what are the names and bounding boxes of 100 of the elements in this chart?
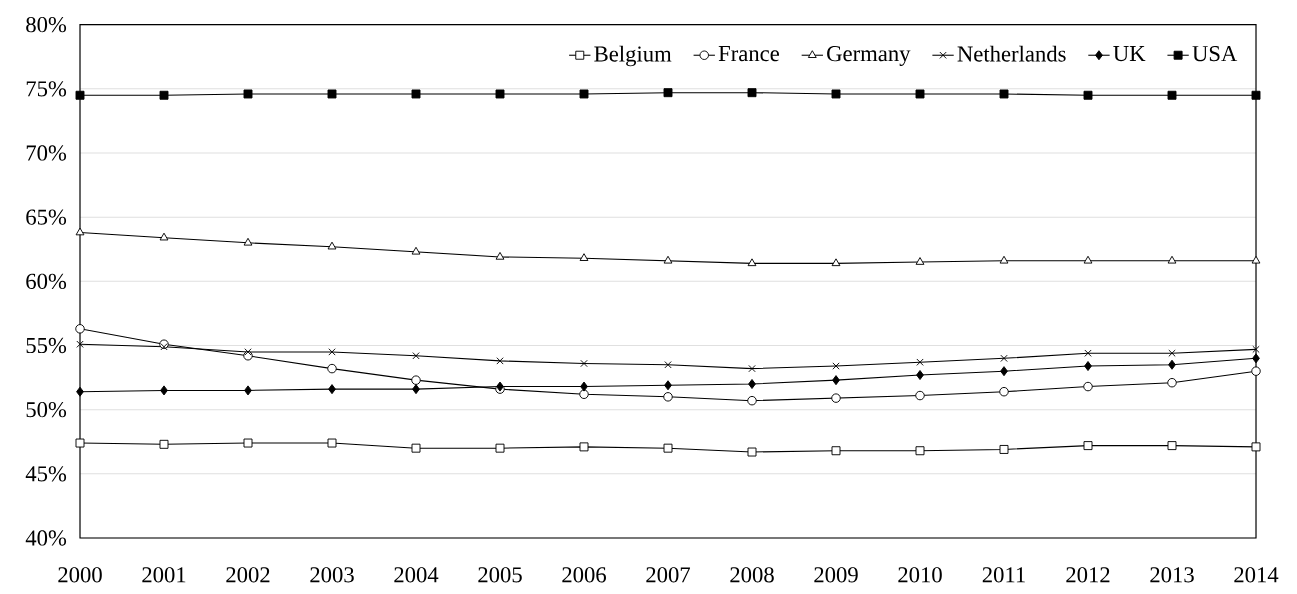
point [1252, 353, 1260, 364]
point [915, 89, 925, 99]
point [1083, 90, 1093, 100]
point [831, 89, 841, 99]
point [495, 443, 505, 453]
point [411, 375, 421, 385]
point [831, 446, 841, 456]
y-tick-label: 70% [26, 145, 67, 161]
point [1084, 349, 1092, 357]
point [1167, 441, 1177, 451]
x-tick-label: 2003 [310, 567, 354, 583]
legend-label: Netherlands [957, 45, 1066, 62]
point [412, 384, 420, 395]
point [999, 89, 1009, 99]
point [579, 253, 589, 261]
legend-label: UK [1113, 46, 1146, 62]
point [1168, 349, 1176, 357]
point [1083, 441, 1093, 451]
point [747, 258, 757, 267]
point [1251, 442, 1261, 452]
point [579, 89, 589, 99]
y-tick-label: 50% [26, 401, 67, 418]
point [1083, 255, 1093, 264]
legend-label: France [718, 46, 780, 62]
point [75, 227, 85, 236]
point [748, 364, 756, 373]
point [832, 375, 840, 386]
point [1252, 345, 1260, 354]
point [1083, 381, 1093, 392]
point [915, 390, 925, 401]
point [244, 385, 252, 396]
y-tick-label: 55% [26, 337, 67, 354]
x-tick-label: 2004 [394, 567, 439, 583]
point [831, 258, 841, 267]
point [916, 370, 924, 381]
legend-label: USA [1192, 46, 1238, 62]
point [327, 89, 337, 99]
x-tick-label: 2002 [226, 567, 270, 583]
point [1167, 377, 1177, 388]
point [75, 438, 85, 448]
point [244, 348, 252, 356]
x-tick-label: 2014 [1234, 567, 1279, 583]
point [1167, 255, 1177, 264]
legend-label: Germany [827, 46, 911, 66]
y-tick-label: 75% [26, 81, 67, 97]
point [915, 257, 925, 265]
point [328, 384, 336, 395]
point [160, 385, 168, 396]
x-tick-label: 2009 [814, 567, 858, 583]
point [327, 363, 337, 374]
point [243, 89, 253, 99]
point [579, 442, 589, 452]
x-tick-label: 2005 [478, 567, 522, 583]
point [76, 340, 84, 348]
point [1168, 359, 1176, 370]
point [243, 438, 253, 448]
point [916, 358, 924, 366]
x-tick-label: 2000 [58, 567, 102, 583]
point [160, 343, 168, 351]
point [663, 255, 673, 264]
x-tick-label: 2007 [646, 567, 691, 583]
point [663, 392, 673, 402]
point [580, 359, 588, 368]
point [747, 88, 757, 98]
point [495, 251, 505, 260]
point [832, 362, 840, 370]
point [75, 324, 85, 334]
point [159, 439, 169, 449]
point [747, 447, 757, 457]
y-tick-label: 65% [26, 209, 67, 225]
point [243, 237, 253, 246]
y-tick-label: 80% [26, 16, 67, 33]
legend-label: Belgium [594, 45, 672, 67]
point [159, 90, 169, 100]
x-tick-label: 2008 [730, 567, 774, 583]
point [327, 438, 337, 448]
x-tick-label: 2012 [1066, 567, 1110, 583]
y-tick-label: 45% [25, 466, 67, 482]
x-tick-label: 2006 [562, 567, 606, 583]
point [159, 232, 169, 241]
point [411, 443, 421, 453]
x-tick-label: 2013 [1150, 567, 1194, 583]
point [999, 386, 1009, 397]
point [663, 88, 673, 98]
point [747, 395, 757, 406]
point [411, 89, 421, 99]
point [831, 393, 841, 403]
x-tick-label: 2001 [142, 567, 186, 583]
point [748, 379, 756, 390]
point [664, 361, 672, 369]
point [664, 380, 672, 391]
point [915, 446, 925, 456]
point [412, 352, 420, 360]
point [1084, 361, 1092, 372]
point [411, 246, 421, 255]
point [495, 89, 505, 99]
point [580, 381, 588, 392]
point [76, 386, 84, 397]
point [579, 389, 589, 400]
point [75, 90, 85, 100]
